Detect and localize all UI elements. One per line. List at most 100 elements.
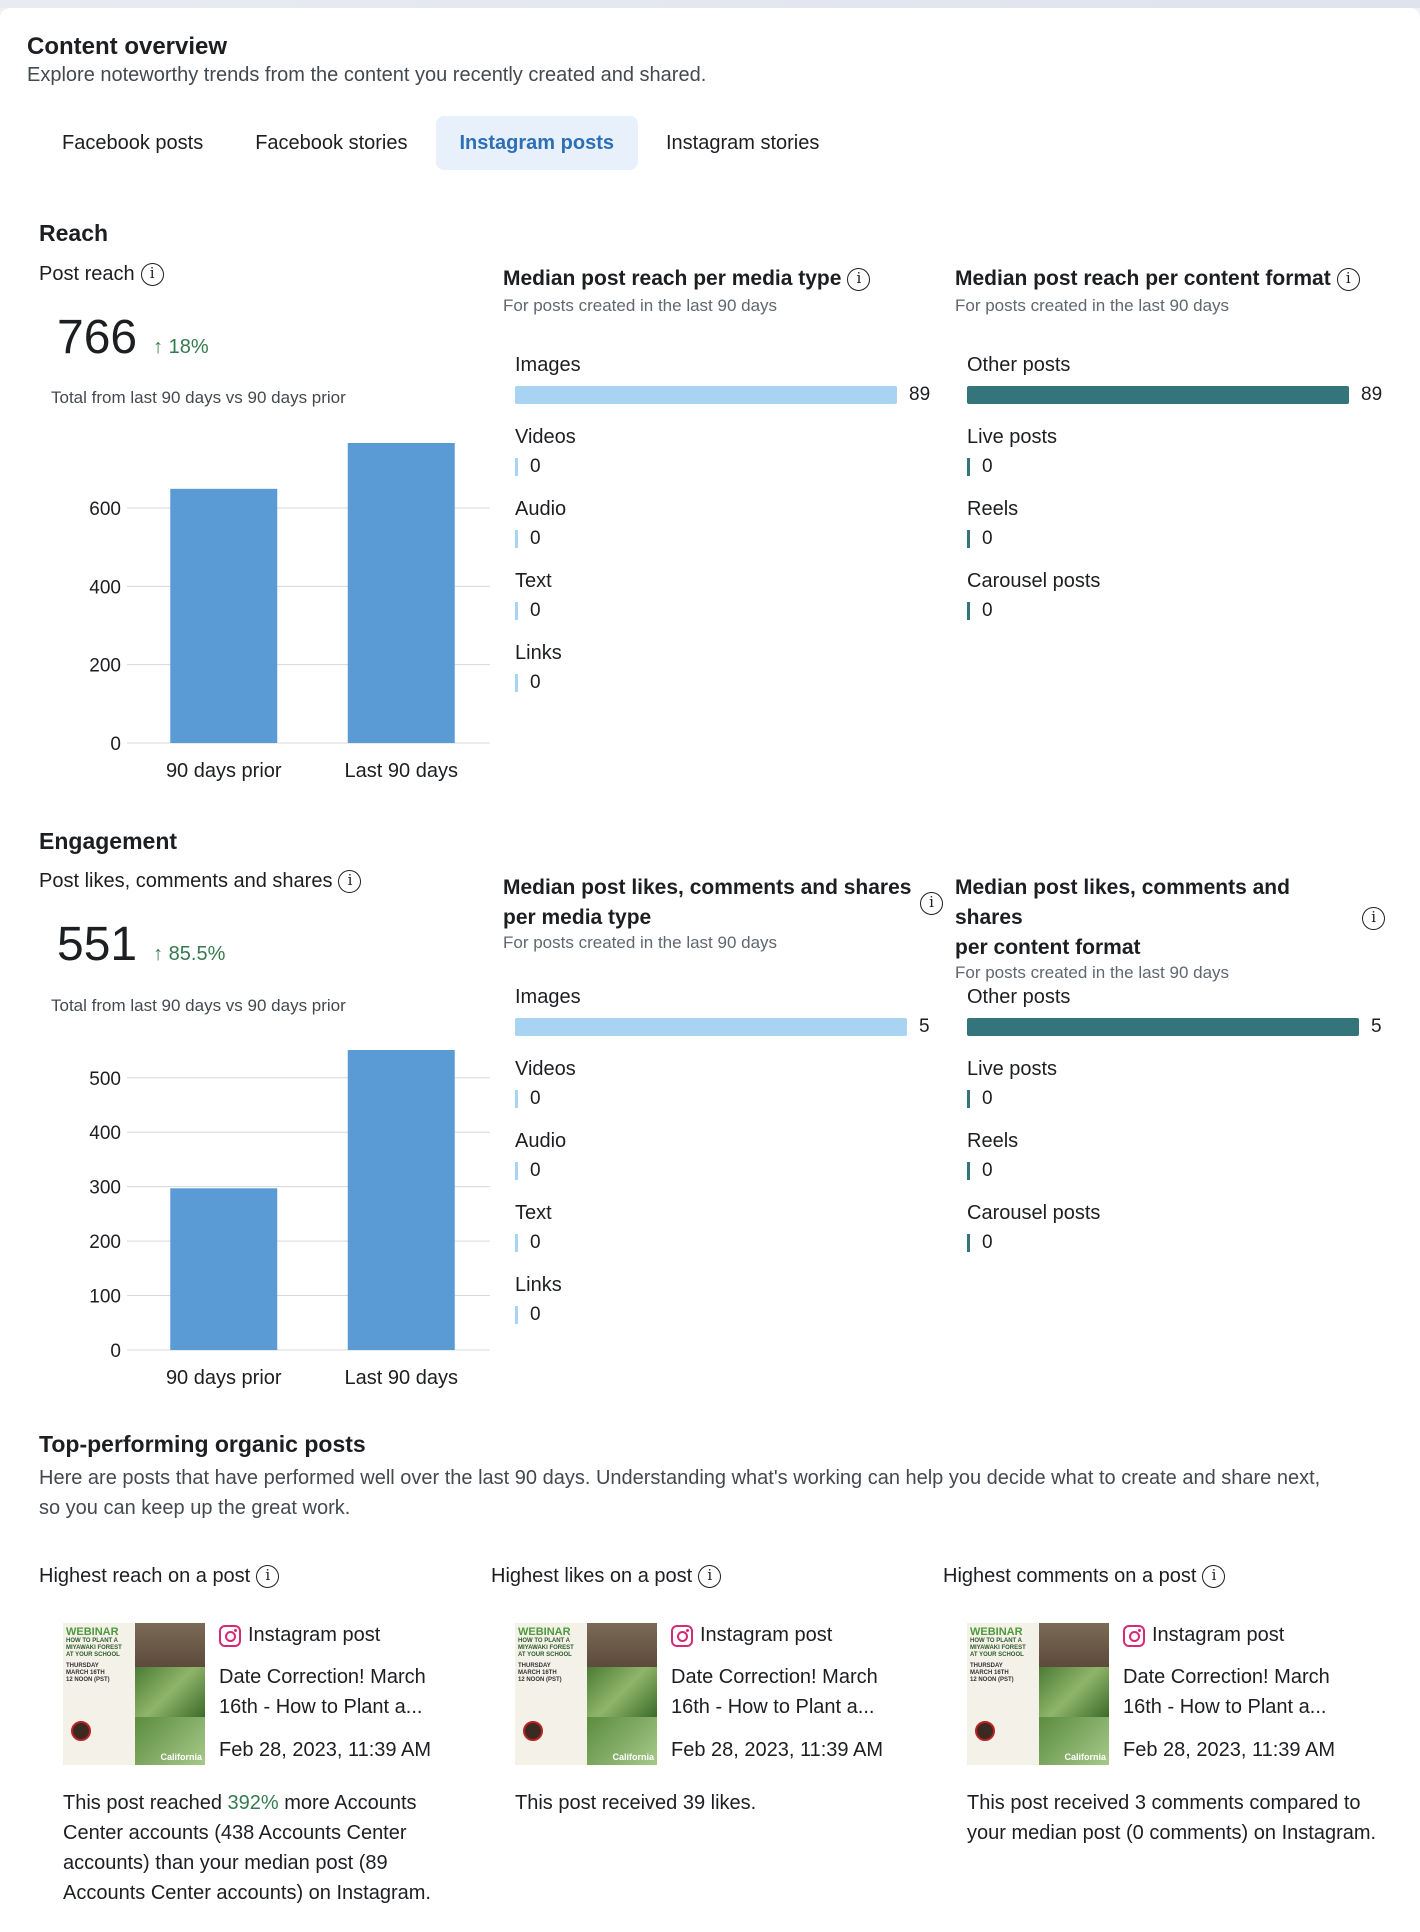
info-icon[interactable]: i	[1202, 1565, 1226, 1588]
thumbnail-photo-plants	[1039, 1667, 1109, 1717]
post-thumbnail[interactable]: WEBINAR HOW TO PLANT A MIYAWAKI FOREST AT …	[63, 1623, 205, 1765]
reach-delta-value: 18%	[168, 336, 209, 358]
reach-content-format-subtitle: For posts created in the last 90 days	[955, 296, 1230, 315]
engagement-content-format-header: Median post likes, comments and shares p…	[955, 873, 1385, 983]
engagement-media-type-value: 0	[530, 1160, 541, 1181]
reach-content-format-bar[interactable]	[967, 530, 970, 548]
post-summary-text: This post received 3 comments compared t…	[967, 1792, 1377, 1844]
engagement-media-type-header: Median post likes, comments and shares p…	[503, 873, 943, 953]
info-icon[interactable]: i	[140, 263, 164, 286]
reach-media-type-track: 0	[515, 454, 955, 480]
engagement-content-format-row: Other posts 5	[967, 986, 1407, 1040]
engagement-content-format-track: 0	[967, 1086, 1407, 1112]
post-type: Instagram post	[671, 1620, 832, 1650]
engagement-media-type-bar[interactable]	[515, 1090, 518, 1108]
reach-chart-y-tick-label: 400	[89, 577, 121, 598]
reach-media-type-bar[interactable]	[515, 674, 518, 692]
post-caption[interactable]: Date Correction! March 16th - How to Pla…	[671, 1662, 921, 1722]
info-icon[interactable]: i	[698, 1565, 722, 1588]
engagement-content-format-track: 5	[967, 1014, 1407, 1040]
thumbnail-badge: WEBINAR	[970, 1626, 1023, 1638]
engagement-content-format-subtitle: For posts created in the last 90 days	[955, 963, 1230, 982]
reach-chart-bar[interactable]	[347, 443, 455, 743]
post-caption[interactable]: Date Correction! March 16th - How to Pla…	[1123, 1662, 1373, 1722]
info-icon[interactable]: i	[338, 870, 362, 893]
engagement-content-format-bar[interactable]	[967, 1234, 970, 1252]
engagement-metric-label: Post likes, comments and shares i	[39, 870, 362, 893]
engagement-chart-x-tick-label: Last 90 days	[345, 1367, 458, 1389]
reach-content-format-label: Other posts	[967, 354, 1071, 376]
tab-instagram-posts[interactable]: Instagram posts	[435, 116, 638, 170]
arrow-up-icon: ↑	[153, 336, 164, 358]
post-caption-line2: 16th - How to Plant a...	[219, 1696, 423, 1718]
reach-content-format-bar[interactable]	[967, 458, 970, 476]
page-subtitle: Explore noteworthy trends from the conte…	[27, 64, 707, 86]
post-type-label: Instagram post	[700, 1624, 833, 1646]
reach-content-format-track: 0	[967, 598, 1407, 624]
reach-media-type-label: Images	[515, 354, 581, 376]
engagement-total: 551 ↑ 85.5%	[57, 917, 225, 972]
reach-media-type-bar[interactable]	[515, 602, 518, 620]
reach-chart-bar[interactable]	[170, 488, 278, 743]
instagram-icon	[219, 1624, 241, 1647]
thumbnail-headline: HOW TO PLANT A MIYAWAKI FOREST AT YOUR SCH…	[518, 1638, 574, 1658]
engagement-content-format-track: 0	[967, 1230, 1407, 1256]
thumbnail-badge: WEBINAR	[66, 1626, 119, 1638]
reach-content-format-value: 0	[982, 528, 993, 549]
post-summary-highlight: 392%	[227, 1792, 279, 1814]
engagement-content-format-value: 0	[982, 1232, 993, 1253]
engagement-media-type-label: Videos	[515, 1058, 576, 1080]
reach-media-type-title-text: Median post reach per media type	[503, 267, 842, 290]
engagement-media-type-bar[interactable]	[515, 1234, 518, 1252]
post-thumbnail[interactable]: WEBINAR HOW TO PLANT A MIYAWAKI FOREST AT …	[967, 1623, 1109, 1765]
engagement-chart-bar[interactable]	[170, 1188, 278, 1350]
engagement-delta-value: 85.5%	[168, 943, 226, 965]
tab-instagram-stories[interactable]: Instagram stories	[665, 132, 820, 154]
top-posts-description-line1: Here are posts that have performed well …	[39, 1467, 1321, 1489]
reach-media-type-bar[interactable]	[515, 458, 518, 476]
top-posts-title: Top-performing organic posts	[39, 1431, 366, 1457]
reach-media-type-track: 0	[515, 598, 955, 624]
reach-content-format-bar[interactable]	[967, 602, 970, 620]
thumbnail-date: THURSDAY MARCH 16TH 12 NOON (PST)	[970, 1663, 1014, 1683]
engagement-chart-bar[interactable]	[347, 1050, 455, 1350]
top-post-heading-text: Highest comments on a post	[943, 1565, 1197, 1587]
post-type-label: Instagram post	[1152, 1624, 1285, 1646]
engagement-media-type-bar[interactable]	[515, 1306, 518, 1324]
thumbnail-photo-forest: California	[1039, 1717, 1109, 1765]
tab-facebook-posts[interactable]: Facebook posts	[62, 132, 204, 154]
post-date: Feb 28, 2023, 11:39 AM	[671, 1739, 884, 1761]
engagement-media-type-bar[interactable]	[515, 1162, 518, 1180]
instagram-icon	[1123, 1624, 1145, 1647]
engagement-media-type-label: Images	[515, 986, 581, 1008]
engagement-content-format-bar[interactable]	[967, 1018, 1359, 1036]
reach-media-type-subtitle: For posts created in the last 90 days	[503, 296, 778, 315]
engagement-content-format-title-text: Median post likes, comments and shares p…	[955, 873, 1356, 963]
post-caption[interactable]: Date Correction! March 16th - How to Pla…	[219, 1662, 469, 1722]
engagement-media-type-bar[interactable]	[515, 1018, 907, 1036]
post-reach-label-text: Post reach	[39, 263, 135, 285]
post-thumbnail[interactable]: WEBINAR HOW TO PLANT A MIYAWAKI FOREST AT …	[515, 1623, 657, 1765]
thumbnail-photo-soil	[587, 1623, 657, 1667]
info-icon[interactable]: i	[256, 1565, 280, 1588]
thumbnail-date: THURSDAY MARCH 16TH 12 NOON (PST)	[518, 1663, 562, 1683]
thumbnail-brand: California	[160, 1752, 202, 1762]
info-icon[interactable]: i	[1336, 267, 1360, 291]
post-reach-label: Post reach i	[39, 263, 164, 286]
reach-content-format-track: 89	[967, 382, 1407, 408]
reach-media-type-bar[interactable]	[515, 386, 897, 404]
reach-media-type-bar[interactable]	[515, 530, 518, 548]
reach-content-format-value: 0	[982, 456, 993, 477]
reach-content-format-bar[interactable]	[967, 386, 1349, 404]
engagement-media-type-value: 0	[530, 1088, 541, 1109]
info-icon[interactable]: i	[1362, 906, 1385, 930]
engagement-content-format-bar[interactable]	[967, 1162, 970, 1180]
engagement-media-type-title-line1: Median post likes, comments and shares	[503, 876, 912, 899]
info-icon[interactable]: i	[847, 267, 871, 291]
tab-facebook-stories[interactable]: Facebook stories	[255, 132, 408, 154]
engagement-content-format-bar[interactable]	[967, 1090, 970, 1108]
reach-chart-x-tick-label: Last 90 days	[345, 760, 458, 782]
thumbnail-photo-plants	[135, 1667, 205, 1717]
info-icon[interactable]: i	[920, 891, 943, 915]
avatar	[71, 1721, 91, 1741]
